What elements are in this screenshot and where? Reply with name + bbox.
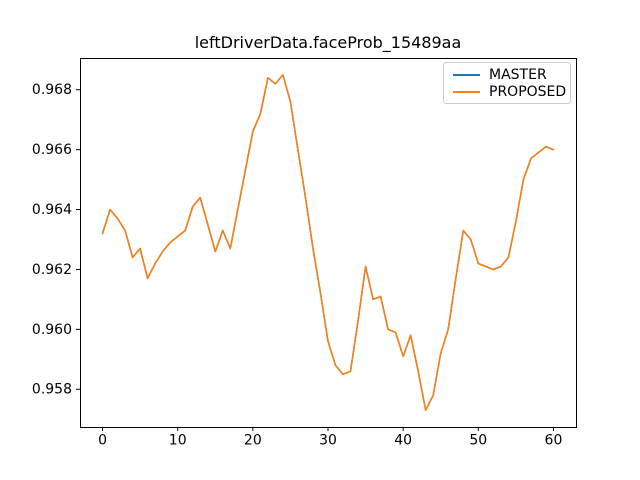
x-tick-label: 60 xyxy=(545,433,563,449)
legend-label: PROPOSED xyxy=(489,83,567,100)
legend-entry-proposed: PROPOSED xyxy=(453,85,566,99)
chart-title: leftDriverData.faceProb_15489aa xyxy=(194,33,462,52)
legend-line-sample xyxy=(453,90,480,93)
series-line-proposed xyxy=(101,74,555,411)
x-tick-label: 50 xyxy=(469,433,487,449)
legend-line-sample xyxy=(453,73,480,76)
x-tick-label: 30 xyxy=(319,433,337,449)
x-tick-label: 40 xyxy=(394,433,412,449)
y-tick-label: 0.960 xyxy=(32,322,72,338)
legend-entry-master: MASTER xyxy=(453,68,561,82)
legend: MASTER PROPOSED xyxy=(443,62,571,104)
y-tick-label: 0.966 xyxy=(32,142,72,158)
x-tick-label: 10 xyxy=(169,433,187,449)
y-tick-label: 0.962 xyxy=(32,262,72,278)
y-tick-label: 0.964 xyxy=(32,202,72,218)
axes-spines xyxy=(80,58,577,428)
x-tick-label: 20 xyxy=(244,433,262,449)
legend-label: MASTER xyxy=(489,66,547,83)
x-tick-label: 0 xyxy=(98,433,107,449)
y-tick-label: 0.958 xyxy=(32,382,72,398)
y-tick-label: 0.968 xyxy=(32,82,72,98)
